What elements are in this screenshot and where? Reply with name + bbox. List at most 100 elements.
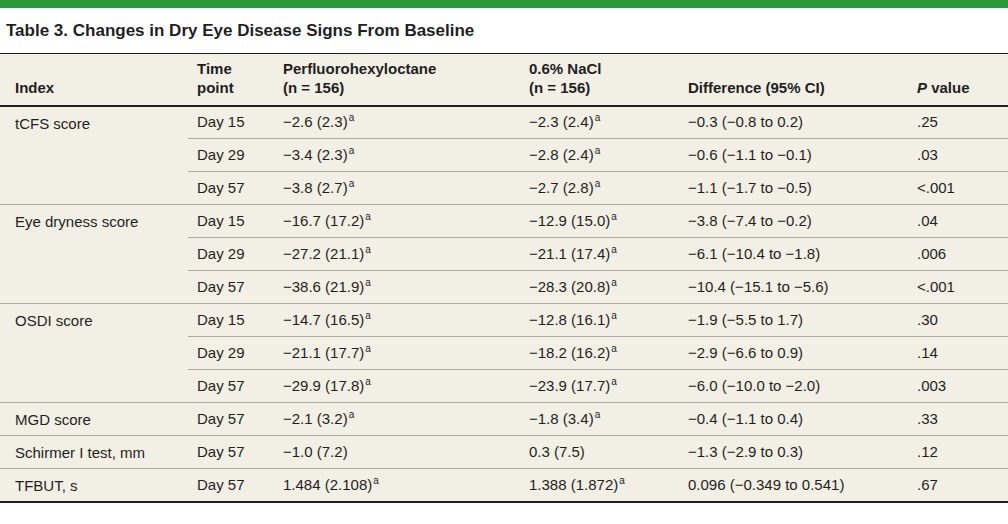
- cell-index: OSDI score: [0, 304, 188, 403]
- cell-time-point: Day 57: [188, 370, 274, 403]
- table-title-block: Table 3. Changes in Dry Eye Disease Sign…: [0, 8, 1008, 54]
- cell-nacl-value: −18.2 (16.2)a: [520, 337, 679, 370]
- cell-difference-ci: −0.3 (−0.8 to 0.2): [679, 106, 908, 139]
- cell-perfluorohexyloctane-value: −21.1 (17.7)a: [274, 337, 520, 370]
- cell-difference-ci: −2.9 (−6.6 to 0.9): [679, 337, 908, 370]
- column-header-time-point: Time point: [188, 54, 274, 106]
- cell-p-value: .003: [908, 370, 1008, 403]
- footnote-marker: a: [349, 145, 355, 156]
- header-label-p: P: [917, 79, 927, 96]
- cell-difference-ci: −0.4 (−1.1 to 0.4): [679, 403, 908, 436]
- cell-time-point: Day 29: [188, 139, 274, 172]
- header-label: Index: [15, 79, 54, 96]
- cell-index: TFBUT, s: [0, 469, 188, 502]
- cell-p-value: .25: [908, 106, 1008, 139]
- cell-nacl-value: −12.8 (16.1)a: [520, 304, 679, 337]
- cell-index: Schirmer I test, mm: [0, 436, 188, 469]
- footnote-marker: a: [349, 178, 355, 189]
- footnote-marker: a: [365, 310, 371, 321]
- cell-time-point: Day 15: [188, 304, 274, 337]
- cell-difference-ci: −0.6 (−1.1 to −0.1): [679, 139, 908, 172]
- footnote-marker: a: [611, 343, 617, 354]
- cell-p-value: .33: [908, 403, 1008, 436]
- cell-index: Eye dryness score: [0, 205, 188, 304]
- cell-perfluorohexyloctane-value: −16.7 (17.2)a: [274, 205, 520, 238]
- cell-nacl-value: −23.9 (17.7)a: [520, 370, 679, 403]
- cell-perfluorohexyloctane-value: −3.8 (2.7)a: [274, 172, 520, 205]
- cell-perfluorohexyloctane-value: −3.4 (2.3)a: [274, 139, 520, 172]
- column-header-nacl: 0.6% NaCl (n = 156): [520, 54, 679, 106]
- footnote-marker: a: [611, 211, 617, 222]
- footnote-marker: a: [365, 376, 371, 387]
- table-row: TFBUT, sDay 571.484 (2.108)a1.388 (1.872…: [0, 469, 1008, 502]
- header-label: value: [931, 79, 969, 96]
- cell-difference-ci: −1.9 (−5.5 to 1.7): [679, 304, 908, 337]
- cell-perfluorohexyloctane-value: −27.2 (21.1)a: [274, 238, 520, 271]
- footnote-marker: a: [373, 475, 379, 486]
- cell-perfluorohexyloctane-value: −1.0 (7.2): [274, 436, 520, 469]
- table-row: Eye dryness scoreDay 15−16.7 (17.2)a−12.…: [0, 205, 1008, 238]
- cell-p-value: <.001: [908, 172, 1008, 205]
- cell-perfluorohexyloctane-value: −38.6 (21.9)a: [274, 271, 520, 304]
- cell-index: MGD score: [0, 403, 188, 436]
- header-label: Time: [197, 60, 272, 79]
- table-row: MGD scoreDay 57−2.1 (3.2)a−1.8 (3.4)a−0.…: [0, 403, 1008, 436]
- footnote-marker: a: [349, 112, 355, 123]
- cell-time-point: Day 57: [188, 436, 274, 469]
- column-header-perfluorohexyloctane: Perfluorohexyloctane (n = 156): [274, 54, 520, 106]
- table-header: Index Time point Perfluorohexyloctane (n…: [0, 54, 1008, 106]
- cell-difference-ci: −6.0 (−10.0 to −2.0): [679, 370, 908, 403]
- cell-perfluorohexyloctane-value: 1.484 (2.108)a: [274, 469, 520, 502]
- journal-accent-bar: [0, 0, 1008, 8]
- cell-nacl-value: −1.8 (3.4)a: [520, 403, 679, 436]
- cell-perfluorohexyloctane-value: −2.6 (2.3)a: [274, 106, 520, 139]
- cell-time-point: Day 57: [188, 172, 274, 205]
- footnote-marker: a: [349, 409, 355, 420]
- cell-p-value: .006: [908, 238, 1008, 271]
- cell-time-point: Day 29: [188, 238, 274, 271]
- cell-nacl-value: −2.3 (2.4)a: [520, 106, 679, 139]
- cell-perfluorohexyloctane-value: −29.9 (17.8)a: [274, 370, 520, 403]
- footnote-marker: a: [611, 376, 617, 387]
- cell-difference-ci: −10.4 (−15.1 to −5.6): [679, 271, 908, 304]
- cell-time-point: Day 57: [188, 469, 274, 502]
- cell-p-value: .12: [908, 436, 1008, 469]
- cell-p-value: .30: [908, 304, 1008, 337]
- cell-p-value: <.001: [908, 271, 1008, 304]
- cell-nacl-value: −2.8 (2.4)a: [520, 139, 679, 172]
- table-row: OSDI scoreDay 15−14.7 (16.5)a−12.8 (16.1…: [0, 304, 1008, 337]
- cell-nacl-value: −21.1 (17.4)a: [520, 238, 679, 271]
- header-label: 0.6% NaCl: [529, 60, 677, 79]
- footnote-marker: a: [595, 178, 601, 189]
- footnote-marker: a: [365, 343, 371, 354]
- footnote-marker: a: [595, 145, 601, 156]
- cell-time-point: Day 15: [188, 205, 274, 238]
- cell-p-value: .14: [908, 337, 1008, 370]
- table-row: Schirmer I test, mmDay 57−1.0 (7.2)0.3 (…: [0, 436, 1008, 469]
- dry-eye-signs-table: Index Time point Perfluorohexyloctane (n…: [0, 54, 1008, 503]
- header-row: Index Time point Perfluorohexyloctane (n…: [0, 54, 1008, 106]
- cell-index: tCFS score: [0, 106, 188, 205]
- footnote-marker: a: [365, 277, 371, 288]
- footnote-marker: a: [595, 112, 601, 123]
- footnote-marker: a: [611, 244, 617, 255]
- cell-nacl-value: −2.7 (2.8)a: [520, 172, 679, 205]
- footnote-marker: a: [611, 277, 617, 288]
- column-header-index: Index: [0, 54, 188, 106]
- cell-nacl-value: 1.388 (1.872)a: [520, 469, 679, 502]
- footnote-marker: a: [595, 409, 601, 420]
- cell-p-value: .04: [908, 205, 1008, 238]
- footnote-marker: a: [611, 310, 617, 321]
- table-body: tCFS scoreDay 15−2.6 (2.3)a−2.3 (2.4)a−0…: [0, 106, 1008, 502]
- cell-time-point: Day 15: [188, 106, 274, 139]
- footnote-marker: a: [619, 475, 625, 486]
- cell-difference-ci: −6.1 (−10.4 to −1.8): [679, 238, 908, 271]
- column-header-difference: Difference (95% CI): [679, 54, 908, 106]
- cell-p-value: .03: [908, 139, 1008, 172]
- cell-difference-ci: −1.3 (−2.9 to 0.3): [679, 436, 908, 469]
- cell-time-point: Day 29: [188, 337, 274, 370]
- table-title: Table 3. Changes in Dry Eye Disease Sign…: [6, 20, 1002, 41]
- cell-time-point: Day 57: [188, 271, 274, 304]
- cell-difference-ci: −3.8 (−7.4 to −0.2): [679, 205, 908, 238]
- cell-time-point: Day 57: [188, 403, 274, 436]
